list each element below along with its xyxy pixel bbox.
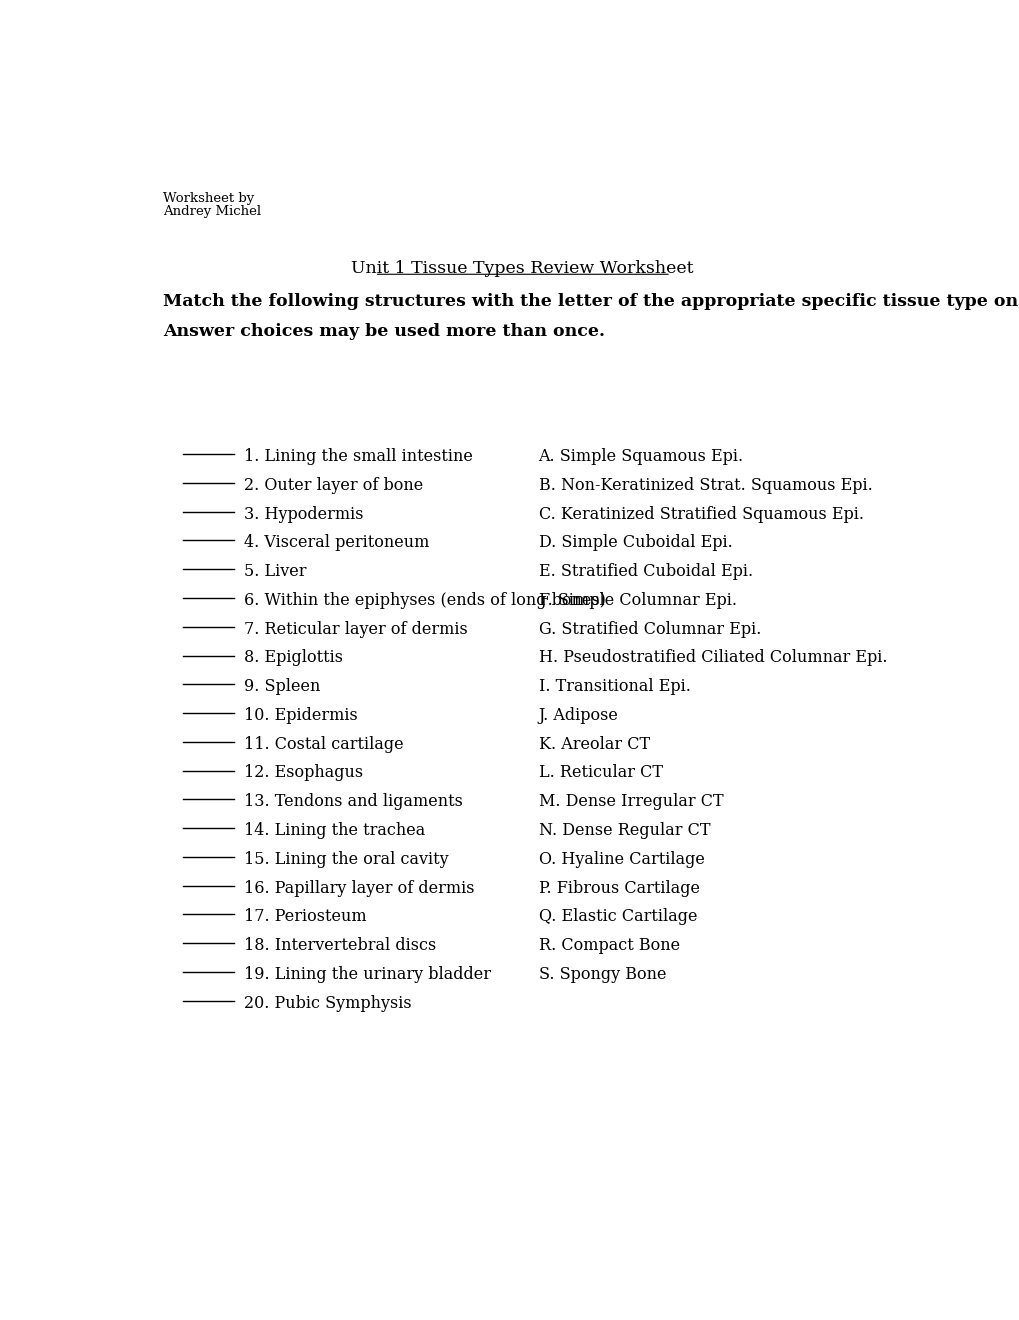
Text: R. Compact Bone: R. Compact Bone bbox=[538, 937, 679, 954]
Text: 14. Lining the trachea: 14. Lining the trachea bbox=[244, 822, 425, 840]
Text: I. Transitional Epi.: I. Transitional Epi. bbox=[538, 678, 690, 696]
Text: 17. Periosteum: 17. Periosteum bbox=[244, 908, 366, 925]
Text: 7. Reticular layer of dermis: 7. Reticular layer of dermis bbox=[244, 620, 467, 638]
Text: 15. Lining the oral cavity: 15. Lining the oral cavity bbox=[244, 851, 448, 867]
Text: 20. Pubic Symphysis: 20. Pubic Symphysis bbox=[244, 994, 411, 1011]
Text: 3. Hypodermis: 3. Hypodermis bbox=[244, 506, 363, 523]
Text: Worksheet by: Worksheet by bbox=[163, 191, 254, 205]
Text: 12. Esophagus: 12. Esophagus bbox=[244, 764, 363, 781]
Text: Match the following structures with the letter of the appropriate specific tissu: Match the following structures with the … bbox=[163, 293, 1019, 310]
Text: G. Stratified Columnar Epi.: G. Stratified Columnar Epi. bbox=[538, 620, 760, 638]
Text: C. Keratinized Stratified Squamous Epi.: C. Keratinized Stratified Squamous Epi. bbox=[538, 506, 863, 523]
Text: J. Adipose: J. Adipose bbox=[538, 708, 618, 723]
Text: 8. Epiglottis: 8. Epiglottis bbox=[244, 649, 342, 667]
Text: 19. Lining the urinary bladder: 19. Lining the urinary bladder bbox=[244, 966, 490, 983]
Text: 10. Epidermis: 10. Epidermis bbox=[244, 708, 357, 723]
Text: M. Dense Irregular CT: M. Dense Irregular CT bbox=[538, 793, 722, 810]
Text: 11. Costal cartilage: 11. Costal cartilage bbox=[244, 735, 403, 752]
Text: 5. Liver: 5. Liver bbox=[244, 564, 306, 579]
Text: P. Fibrous Cartilage: P. Fibrous Cartilage bbox=[538, 879, 699, 896]
Text: N. Dense Regular CT: N. Dense Regular CT bbox=[538, 822, 709, 840]
Text: 6. Within the epiphyses (ends of long bones): 6. Within the epiphyses (ends of long bo… bbox=[244, 591, 605, 609]
Text: Q. Elastic Cartilage: Q. Elastic Cartilage bbox=[538, 908, 696, 925]
Text: F. Simple Columnar Epi.: F. Simple Columnar Epi. bbox=[538, 591, 736, 609]
Text: 13. Tendons and ligaments: 13. Tendons and ligaments bbox=[244, 793, 463, 810]
Text: E. Stratified Cuboidal Epi.: E. Stratified Cuboidal Epi. bbox=[538, 564, 752, 579]
Text: Unit 1 Tissue Types Review Worksheet: Unit 1 Tissue Types Review Worksheet bbox=[352, 260, 693, 277]
Text: H. Pseudostratified Ciliated Columnar Epi.: H. Pseudostratified Ciliated Columnar Ep… bbox=[538, 649, 887, 667]
Text: S. Spongy Bone: S. Spongy Bone bbox=[538, 966, 665, 983]
Text: 2. Outer layer of bone: 2. Outer layer of bone bbox=[244, 477, 423, 494]
Text: 1. Lining the small intestine: 1. Lining the small intestine bbox=[244, 447, 472, 465]
Text: 4. Visceral peritoneum: 4. Visceral peritoneum bbox=[244, 535, 429, 552]
Text: 9. Spleen: 9. Spleen bbox=[244, 678, 320, 696]
Text: L. Reticular CT: L. Reticular CT bbox=[538, 764, 662, 781]
Text: Answer choices may be used more than once.: Answer choices may be used more than onc… bbox=[163, 323, 604, 341]
Text: K. Areolar CT: K. Areolar CT bbox=[538, 735, 649, 752]
Text: D. Simple Cuboidal Epi.: D. Simple Cuboidal Epi. bbox=[538, 535, 732, 552]
Text: B. Non-Keratinized Strat. Squamous Epi.: B. Non-Keratinized Strat. Squamous Epi. bbox=[538, 477, 871, 494]
Text: Andrey Michel: Andrey Michel bbox=[163, 205, 261, 218]
Text: A. Simple Squamous Epi.: A. Simple Squamous Epi. bbox=[538, 447, 743, 465]
Text: 18. Intervertebral discs: 18. Intervertebral discs bbox=[244, 937, 435, 954]
Text: O. Hyaline Cartilage: O. Hyaline Cartilage bbox=[538, 851, 704, 867]
Text: 16. Papillary layer of dermis: 16. Papillary layer of dermis bbox=[244, 879, 474, 896]
